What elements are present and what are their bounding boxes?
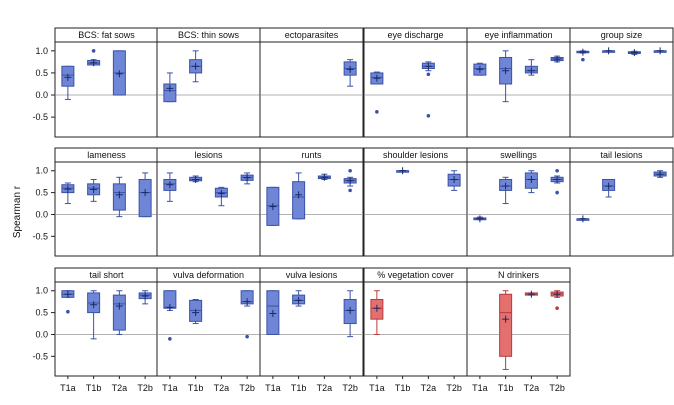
- y-axis-label: Spearman r: [12, 185, 23, 238]
- box-t2b: [139, 173, 151, 217]
- x-tick-label: T2b: [239, 383, 255, 393]
- box-iqr: [139, 179, 151, 216]
- panel-title: swellings: [500, 150, 537, 160]
- panel: swellings: [467, 148, 570, 256]
- panel: % vegetation cover: [364, 268, 467, 376]
- outlier-point: [375, 110, 379, 114]
- panel-title: BCS: thin sows: [178, 30, 240, 40]
- y-tick-label: -0.5: [32, 112, 48, 122]
- panel: group size: [570, 28, 673, 137]
- panel: tail lesions: [570, 148, 673, 256]
- panel-title: % vegetation cover: [377, 270, 454, 280]
- outlier-point: [581, 58, 585, 62]
- panel-title: vulva lesions: [286, 270, 338, 280]
- panel-frame: [570, 42, 673, 137]
- x-tick-label: T1b: [86, 383, 102, 393]
- outlier-point: [555, 191, 559, 195]
- panel-title: vulva deformation: [173, 270, 244, 280]
- panel: N drinkers: [467, 268, 570, 376]
- panel-frame: [364, 42, 467, 137]
- x-tick-label: T1a: [162, 383, 178, 393]
- x-tick-label: T2a: [112, 383, 128, 393]
- y-tick-label: 0.5: [35, 308, 48, 318]
- x-tick-label: T2a: [317, 383, 333, 393]
- outlier-point: [555, 169, 559, 173]
- outlier-point: [427, 114, 431, 118]
- x-tick-label: T1b: [498, 383, 514, 393]
- outlier-point: [245, 335, 249, 339]
- panel-frame: [364, 282, 467, 376]
- panel: BCS: fat sows: [55, 28, 158, 137]
- y-tick-label: 0.5: [35, 68, 48, 78]
- y-tick-label: 1.0: [35, 46, 48, 56]
- x-tick-label: T2a: [214, 383, 230, 393]
- x-tick-label: T1a: [472, 383, 488, 393]
- panel-frame: [260, 42, 363, 137]
- y-tick-label: 0.0: [35, 90, 48, 100]
- panel-title: shoulder lesions: [383, 150, 449, 160]
- panel-title: tail lesions: [600, 150, 643, 160]
- box-t1a: [267, 187, 279, 225]
- x-tick-label: T1a: [60, 383, 76, 393]
- y-tick-label: 1.0: [35, 166, 48, 176]
- panel-title: group size: [601, 30, 643, 40]
- box-iqr: [500, 294, 512, 356]
- box-t2a: [113, 291, 125, 335]
- outlier-point: [92, 49, 96, 53]
- x-tick-label: T2b: [446, 383, 462, 393]
- x-tick-label: T2a: [524, 383, 540, 393]
- panel: eye inflammation: [467, 28, 570, 137]
- x-tick-label: T2a: [421, 383, 437, 393]
- y-tick-label: 0.0: [35, 329, 48, 339]
- panel-title: runts: [301, 150, 322, 160]
- x-tick-label: T2b: [137, 383, 153, 393]
- panel: ectoparasites: [260, 28, 363, 137]
- panel: vulva lesions: [260, 268, 363, 376]
- panel: eye discharge: [364, 28, 467, 137]
- box-t1a: [267, 291, 279, 335]
- x-tick-label: T2b: [342, 383, 358, 393]
- x-tick-label: T2b: [549, 383, 565, 393]
- panel-title: lameness: [87, 150, 126, 160]
- outlier-point: [66, 310, 70, 314]
- box-iqr: [113, 295, 125, 330]
- outlier-point: [348, 189, 352, 193]
- x-tick-label: T1b: [395, 383, 411, 393]
- box-t1b: [190, 299, 202, 323]
- box-t1a: [474, 63, 486, 75]
- panel-title: lesions: [194, 150, 223, 160]
- panel: tail short: [55, 268, 158, 376]
- y-tick-label: 0.5: [35, 188, 48, 198]
- panel: vulva deformation: [157, 268, 260, 376]
- outlier-point: [427, 72, 431, 76]
- x-tick-label: T1a: [369, 383, 385, 393]
- panel-title: tail short: [89, 270, 124, 280]
- y-tick-label: 0.0: [35, 209, 48, 219]
- panel-title: N drinkers: [498, 270, 540, 280]
- panel-title: BCS: fat sows: [78, 30, 135, 40]
- outlier-point: [348, 169, 352, 173]
- box-t2a: [113, 51, 125, 95]
- x-tick-label: T1a: [265, 383, 281, 393]
- x-tick-label: T1b: [188, 383, 204, 393]
- outlier-point: [555, 306, 559, 310]
- panel: shoulder lesions: [364, 148, 467, 256]
- panel: BCS: thin sows: [157, 28, 260, 137]
- panel: lameness: [55, 148, 158, 256]
- panel: runts: [260, 148, 363, 256]
- y-tick-label: 1.0: [35, 286, 48, 296]
- y-tick-label: -0.5: [32, 231, 48, 241]
- y-tick-label: -0.5: [32, 351, 48, 361]
- panel-frame: [55, 42, 158, 137]
- panel-title: ectoparasites: [285, 30, 339, 40]
- x-tick-label: T1b: [291, 383, 307, 393]
- box-iqr: [293, 182, 305, 219]
- panel: lesions: [157, 148, 260, 256]
- panel-title: eye inflammation: [484, 30, 552, 40]
- panel-title: eye discharge: [387, 30, 443, 40]
- outlier-point: [168, 337, 172, 341]
